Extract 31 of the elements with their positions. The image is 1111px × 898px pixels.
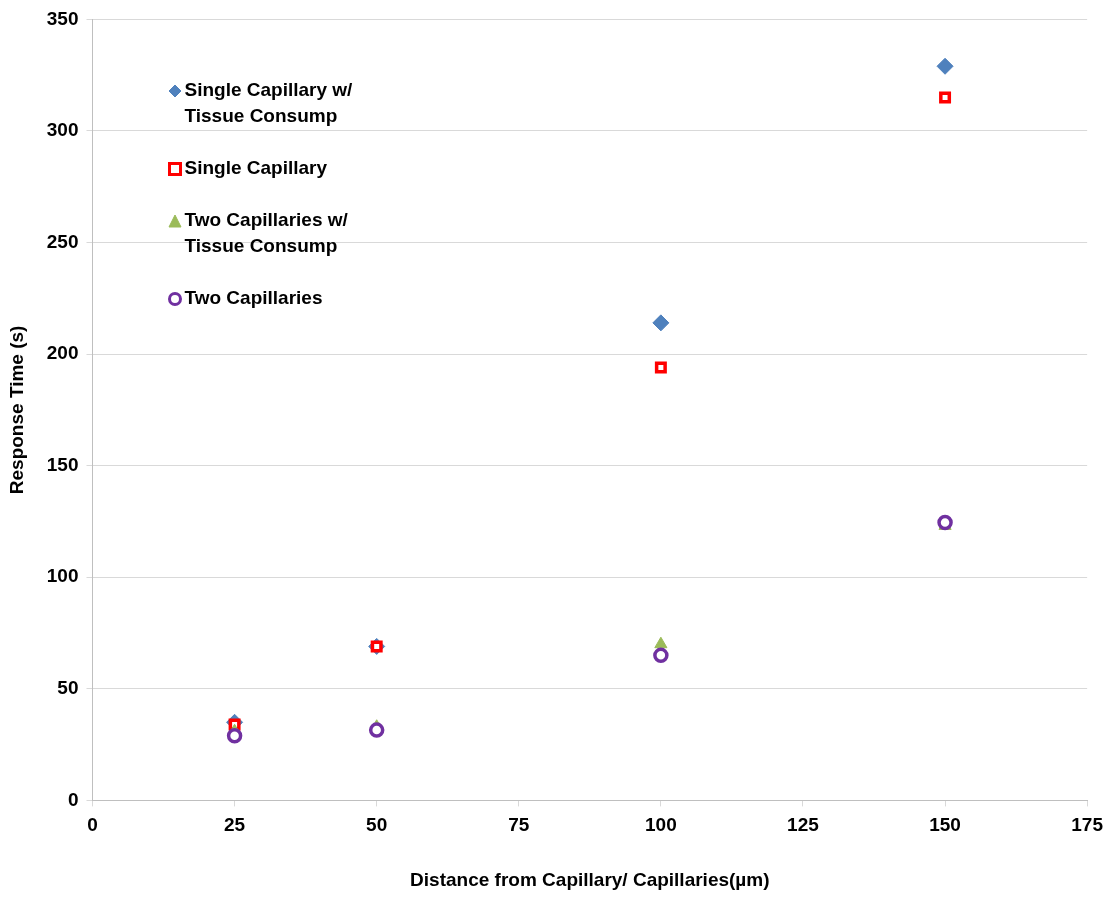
- point: [936, 57, 954, 75]
- point: [368, 722, 385, 738]
- x-tick-label: 25: [224, 814, 246, 836]
- point: [937, 514, 953, 531]
- x-tick-label: 125: [787, 814, 820, 836]
- y-tick-label: 300: [46, 119, 79, 141]
- y-tick-label: 150: [46, 453, 79, 475]
- y-tick-label: 100: [46, 565, 79, 587]
- point: [653, 647, 669, 664]
- x-tick-label: 75: [508, 814, 530, 836]
- y-tick-label: 50: [57, 677, 79, 699]
- y-tick-label: 0: [67, 788, 79, 810]
- y-tick-label: 200: [46, 342, 79, 364]
- y-axis-title: Response Time (s): [5, 325, 27, 495]
- legend-label: Two Capillaries w/ Tissue Consump: [184, 208, 349, 259]
- legend-label: Single Capillary: [184, 156, 328, 181]
- point: [654, 361, 667, 374]
- x-tick-label: 150: [929, 814, 961, 836]
- point: [226, 727, 243, 744]
- x-tick-label: 50: [366, 814, 388, 836]
- y-tick-label: 250: [46, 230, 79, 252]
- point: [939, 91, 952, 104]
- x-axis-title: Distance from Capillary/ Capillaries(µm): [410, 868, 770, 890]
- point: [652, 314, 670, 332]
- legend-label: Two Capillaries: [184, 286, 323, 311]
- x-tick-label: 175: [1071, 814, 1104, 836]
- legend-label: Single Capillary w/ Tissue Consump: [184, 78, 354, 129]
- x-tick-label: 100: [645, 814, 677, 836]
- point: [654, 636, 668, 649]
- y-tick-label: 350: [46, 7, 79, 29]
- x-tick-label: 0: [87, 814, 98, 836]
